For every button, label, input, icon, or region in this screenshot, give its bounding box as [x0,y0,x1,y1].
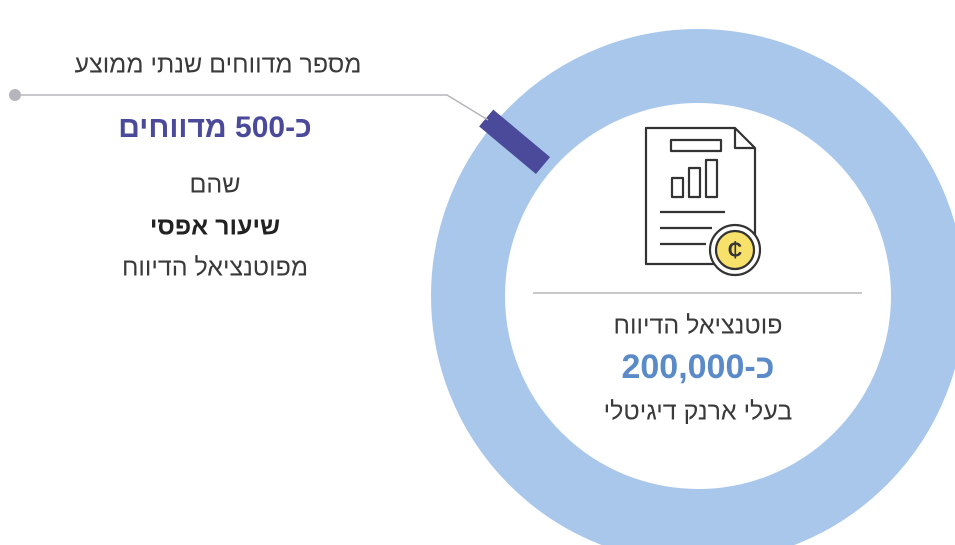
donut-ring [431,29,955,545]
callout-label: מספר מדווחים שנתי ממוצע [75,51,362,79]
svg-text:₵: ₵ [728,239,742,261]
leader-line [9,89,489,121]
center-value: כ-200,000 [621,348,774,386]
center-label: פוטנציאל הדיווח [614,312,783,340]
callout-line: שהם [189,171,240,199]
donut-slice [479,109,551,175]
callout-value: כ-500 מדווחים [118,111,311,144]
report-icon: ₵ [644,126,762,277]
callout-line: מפוטנציאל הדיווח [122,254,308,282]
callout-line: שיעור אפסי [150,213,280,241]
center-note: בעלי ארנק דיגיטלי [604,398,793,426]
